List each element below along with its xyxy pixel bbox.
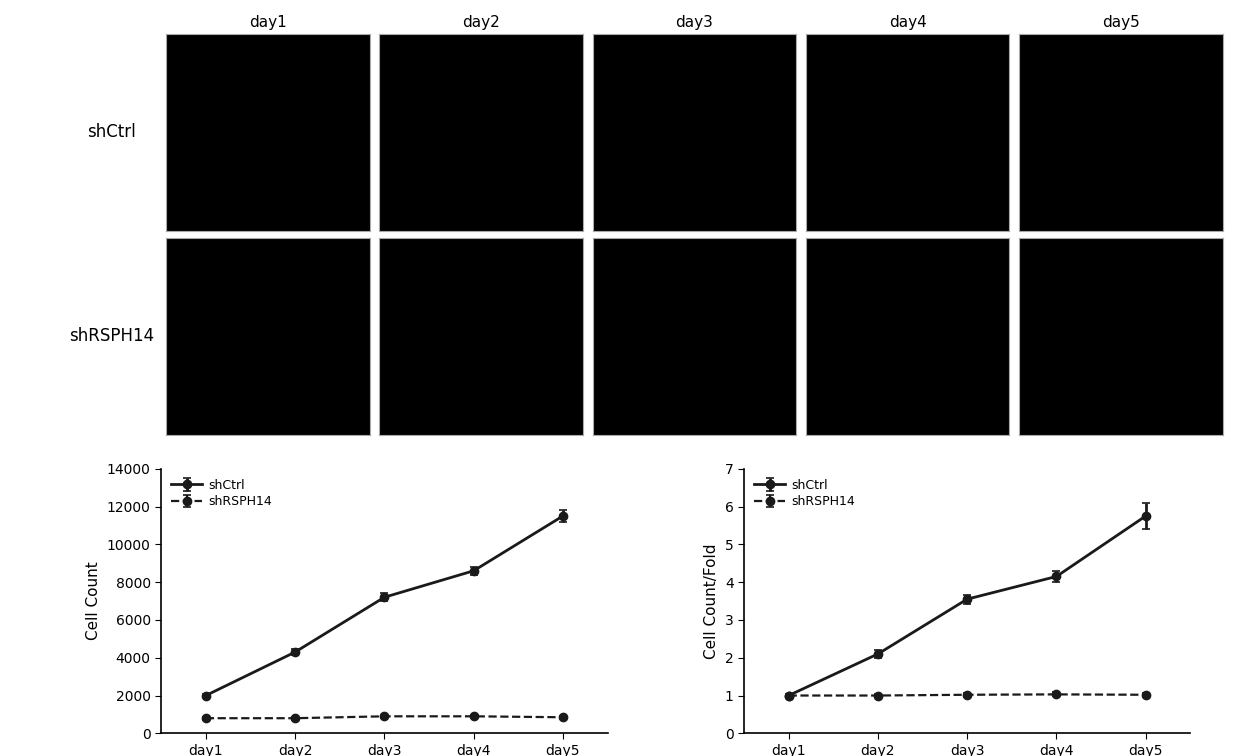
Title: day2: day2 xyxy=(463,15,500,30)
Legend: shCtrl, shRSPH14: shCtrl, shRSPH14 xyxy=(750,475,859,513)
Title: day5: day5 xyxy=(1102,15,1140,30)
Y-axis label: Cell Count/Fold: Cell Count/Fold xyxy=(704,544,719,658)
Title: day1: day1 xyxy=(249,15,286,30)
Text: shCtrl: shCtrl xyxy=(87,123,136,141)
Legend: shCtrl, shRSPH14: shCtrl, shRSPH14 xyxy=(167,475,277,513)
Title: day4: day4 xyxy=(889,15,926,30)
Y-axis label: Cell Count: Cell Count xyxy=(87,562,102,640)
Title: day3: day3 xyxy=(676,15,713,30)
Text: shRSPH14: shRSPH14 xyxy=(69,327,154,345)
